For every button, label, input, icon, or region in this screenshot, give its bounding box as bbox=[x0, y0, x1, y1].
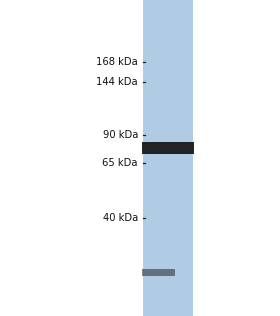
Text: 65 kDa: 65 kDa bbox=[102, 158, 138, 168]
Bar bbox=[142, 142, 194, 154]
Text: 144 kDa: 144 kDa bbox=[96, 77, 138, 87]
Bar bbox=[143, 0, 193, 316]
Text: 90 kDa: 90 kDa bbox=[103, 130, 138, 140]
Text: 168 kDa: 168 kDa bbox=[96, 57, 138, 67]
Text: 40 kDa: 40 kDa bbox=[103, 213, 138, 223]
Bar bbox=[142, 269, 174, 276]
